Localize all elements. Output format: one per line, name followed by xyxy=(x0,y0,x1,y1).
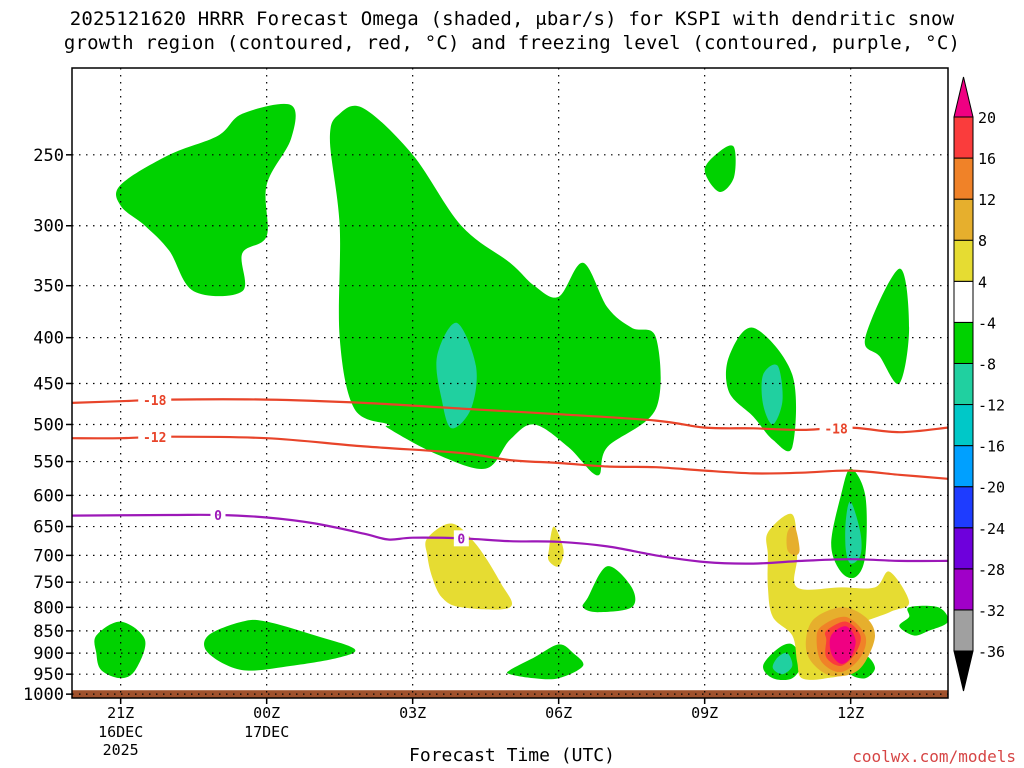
y-tick-label-600: 600 xyxy=(33,486,64,506)
y-tick-label-800: 800 xyxy=(33,598,64,618)
colorbar-box--4-to-4 xyxy=(953,280,974,323)
colorbar-top-triangle xyxy=(953,76,974,118)
terrain-layer xyxy=(72,690,948,698)
x-tick-label-06Z: 06Z xyxy=(545,704,572,722)
terrain-ground xyxy=(72,690,948,698)
chart-title-line-1: 2025121620 HRRR Forecast Omega (shaded, … xyxy=(69,8,955,30)
x-tick-date-21Z: 16DEC xyxy=(98,723,143,741)
contour-label-bg-1-0 xyxy=(138,429,172,446)
x-tick-label-12Z: 12Z xyxy=(837,704,864,722)
omega-region-8 xyxy=(845,501,862,564)
colorbar-box-16-to-20 xyxy=(953,116,974,159)
omega-region-10 xyxy=(94,621,146,679)
omega-region-24 xyxy=(786,525,800,556)
colorbar-box--12-to--8 xyxy=(953,362,974,406)
y-tick-label-900: 900 xyxy=(33,644,64,664)
colorbar-box--16-to--12 xyxy=(953,404,974,447)
colorbar-bottom-triangle xyxy=(953,650,974,692)
colorbar-box--32-to--28 xyxy=(953,568,974,611)
contour-label-2-0: 0 xyxy=(214,509,222,524)
contour-label-2-1: 0 xyxy=(457,532,465,547)
x-tick-date-00Z: 17DEC xyxy=(244,723,289,741)
colorbar-box-4-to-8 xyxy=(953,239,974,282)
x-tick-label-09Z: 09Z xyxy=(691,704,718,722)
contour-label-bg-0-1 xyxy=(819,420,853,437)
x-tick-label-00Z: 00Z xyxy=(253,704,280,722)
x-tick-label-21Z: 21Z xyxy=(107,704,134,722)
omega-region-2 xyxy=(436,322,477,429)
temperature-contours: -18 -18 -12 0 0 xyxy=(71,392,949,565)
omega-region-23 xyxy=(829,626,856,664)
y-tick-label-650: 650 xyxy=(33,518,64,538)
omega-region-4 xyxy=(725,327,797,452)
y-tick-label-350: 350 xyxy=(33,277,64,297)
colorbar-label-12: 12 xyxy=(978,191,996,209)
colorbar-box--36-to--32 xyxy=(953,609,974,652)
colorbar-label--20: -20 xyxy=(978,479,1005,497)
y-tick-label-750: 750 xyxy=(33,573,64,593)
omega-region-3 xyxy=(704,145,736,193)
colorbar-box-12-to-16 xyxy=(953,157,974,200)
x-tick-label-03Z: 03Z xyxy=(399,704,426,722)
omega-region-9 xyxy=(582,566,636,613)
contour-line-1 xyxy=(71,435,949,480)
omega-region-11 xyxy=(204,619,356,671)
omega-region-1 xyxy=(329,105,661,476)
colorbar-label--4: -4 xyxy=(978,314,996,332)
grid-lines xyxy=(72,68,948,698)
colorbar-label-20: 20 xyxy=(978,109,996,127)
omega-region-18 xyxy=(547,526,564,567)
contour-label-0-1: -18 xyxy=(824,422,848,437)
contour-label-bg-2-1 xyxy=(453,530,469,547)
colorbar-box--28-to--24 xyxy=(953,527,974,570)
chart-title-line-2: growth region (contoured, red, °C) and f… xyxy=(63,32,961,54)
colorbar-label--32: -32 xyxy=(978,602,1005,620)
colorbar-box-8-to-12 xyxy=(953,198,974,241)
y-tick-label-550: 550 xyxy=(33,453,64,473)
colorbar-box--8-to--4 xyxy=(953,321,974,364)
colorbar-label-16: 16 xyxy=(978,150,996,168)
colorbar-label--8: -8 xyxy=(978,355,996,373)
y-tick-label-450: 450 xyxy=(33,374,64,394)
y-tick-label-1000: 1000 xyxy=(23,685,64,705)
omega-region-16 xyxy=(899,605,948,636)
y-axis-ticks: 2503003504004505005506006507007508008509… xyxy=(23,146,72,705)
omega-region-17 xyxy=(425,523,513,610)
colorbar-label--24: -24 xyxy=(978,520,1005,538)
colorbar-label-8: 8 xyxy=(978,232,987,250)
y-tick-label-950: 950 xyxy=(33,665,64,685)
omega-shaded-regions xyxy=(94,103,948,681)
colorbar: -36 -32 -28 -24 -20 -16 -12 -8 -4 4 8 12 16 20 xyxy=(953,76,1005,692)
watermark: coolwx.com/models xyxy=(852,747,1016,766)
contour-label-1-0: -12 xyxy=(143,431,166,446)
contour-line-2 xyxy=(71,513,949,565)
colorbar-label-4: 4 xyxy=(978,273,987,291)
omega-region-14 xyxy=(772,652,793,675)
colorbar-label--36: -36 xyxy=(978,643,1005,661)
colorbar-label--12: -12 xyxy=(978,397,1005,415)
omega-region-0 xyxy=(116,103,296,297)
y-tick-label-300: 300 xyxy=(33,217,64,237)
contour-label-0-0: -18 xyxy=(143,394,167,409)
y-tick-label-250: 250 xyxy=(33,146,64,166)
y-tick-label-500: 500 xyxy=(33,415,64,435)
y-tick-label-850: 850 xyxy=(33,622,64,642)
colorbar-box--24-to--20 xyxy=(953,486,974,529)
omega-region-12 xyxy=(506,644,584,680)
colorbar-label--16: -16 xyxy=(978,438,1005,456)
contour-label-bg-2-0 xyxy=(210,506,226,523)
colorbar-label--28: -28 xyxy=(978,561,1005,579)
y-tick-label-400: 400 xyxy=(33,329,64,349)
omega-region-5 xyxy=(761,364,783,425)
x-tick-year-21Z: 2025 xyxy=(103,741,139,759)
contour-label-bg-0-0 xyxy=(138,392,172,409)
omega-region-6 xyxy=(864,268,910,385)
omega-region-19 xyxy=(766,513,910,680)
x-axis-label: Forecast Time (UTC) xyxy=(409,745,615,766)
colorbar-box--20-to--16 xyxy=(953,445,974,488)
y-tick-label-700: 700 xyxy=(33,546,64,566)
